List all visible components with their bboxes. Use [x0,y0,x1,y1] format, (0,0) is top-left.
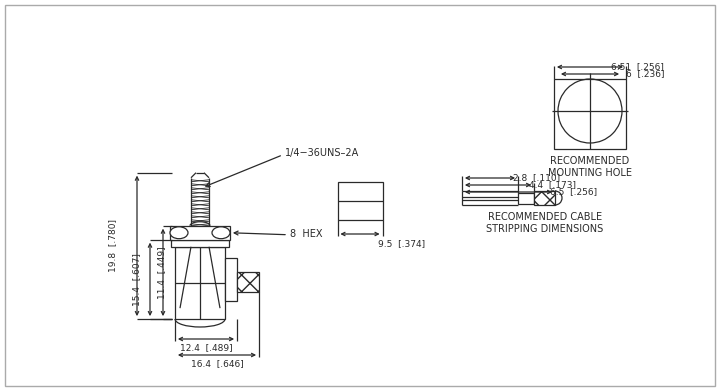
Text: 6.5  [.256]: 6.5 [.256] [550,188,597,197]
Bar [175,247,225,319]
Bar [237,272,259,292]
Bar [170,226,230,240]
Bar [518,192,534,203]
Text: 6.51  [.256]: 6.51 [.256] [611,63,664,72]
Text: 16.4  [.646]: 16.4 [.646] [191,359,243,368]
Bar [338,182,382,220]
Text: 6  [.236]: 6 [.236] [626,70,664,79]
Ellipse shape [212,227,230,239]
Bar [534,191,555,205]
Text: 2.8  [.110]: 2.8 [.110] [513,174,560,183]
Text: 1/4−36UNS–2A: 1/4−36UNS–2A [285,148,359,158]
Bar [552,191,555,205]
Text: RECOMMENDED CABLE
STRIPPING DIMENSIONS: RECOMMENDED CABLE STRIPPING DIMENSIONS [487,212,603,234]
Text: 11.4  [.449]: 11.4 [.449] [158,246,166,299]
Text: 15.4  [.607]: 15.4 [.607] [132,253,142,306]
Bar [554,79,626,149]
Bar [225,258,237,301]
Ellipse shape [170,227,188,239]
Text: 9.5  [.374]: 9.5 [.374] [378,240,425,249]
Bar [171,240,229,247]
Text: 12.4  [.489]: 12.4 [.489] [180,344,233,353]
Text: 4.4  [.173]: 4.4 [.173] [529,181,576,190]
Text: 19.8  [.780]: 19.8 [.780] [109,219,117,273]
Text: RECOMMENDED
MOUNTING HOLE: RECOMMENDED MOUNTING HOLE [548,156,632,178]
Text: 8  HEX: 8 HEX [290,229,323,239]
